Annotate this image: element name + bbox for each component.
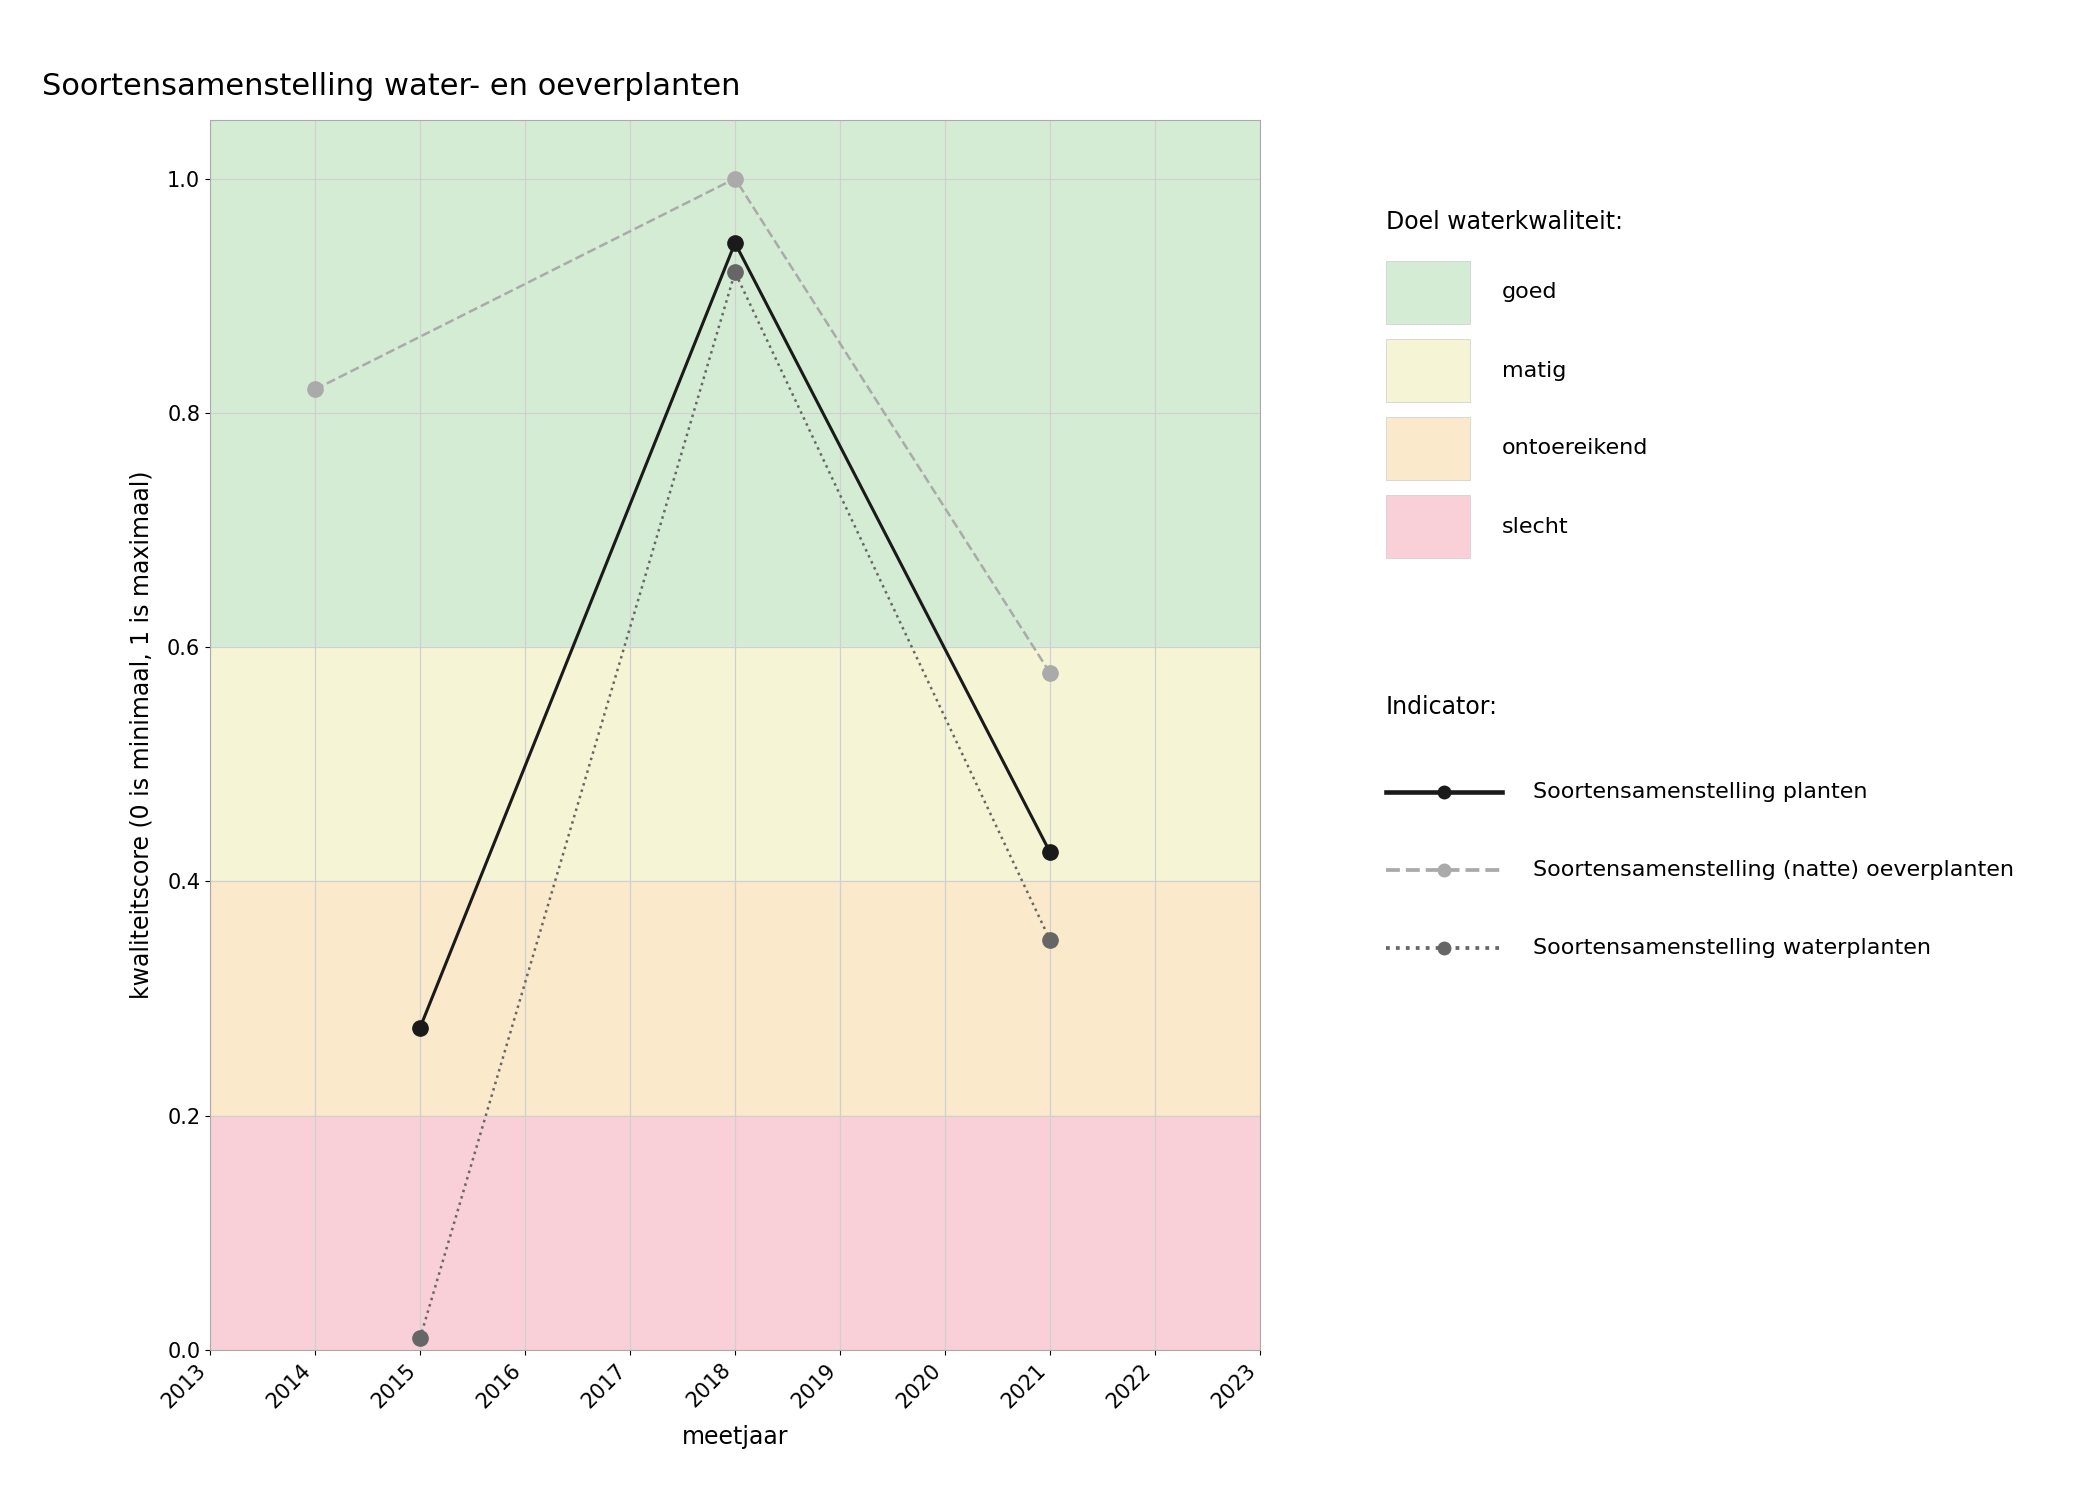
Text: Soortensamenstelling water- en oeverplanten: Soortensamenstelling water- en oeverplan… (42, 72, 741, 100)
Text: Soortensamenstelling (natte) oeverplanten: Soortensamenstelling (natte) oeverplante… (1533, 859, 2014, 880)
Bar (210, 646, 1260, 882)
Bar (210, 120, 1260, 646)
Bar (210, 1116, 1260, 1350)
Text: goed: goed (1502, 282, 1556, 303)
Text: slecht: slecht (1502, 516, 1569, 537)
Text: Indicator:: Indicator: (1386, 694, 1497, 718)
Text: Soortensamenstelling waterplanten: Soortensamenstelling waterplanten (1533, 938, 1932, 958)
Text: ontoereikend: ontoereikend (1502, 438, 1649, 459)
X-axis label: meetjaar: meetjaar (682, 1425, 788, 1449)
Text: matig: matig (1502, 360, 1567, 381)
Y-axis label: kwaliteitscore (0 is minimaal, 1 is maximaal): kwaliteitscore (0 is minimaal, 1 is maxi… (128, 471, 153, 999)
Bar (210, 882, 1260, 1116)
Text: Doel waterkwaliteit:: Doel waterkwaliteit: (1386, 210, 1623, 234)
Text: Soortensamenstelling planten: Soortensamenstelling planten (1533, 782, 1867, 802)
